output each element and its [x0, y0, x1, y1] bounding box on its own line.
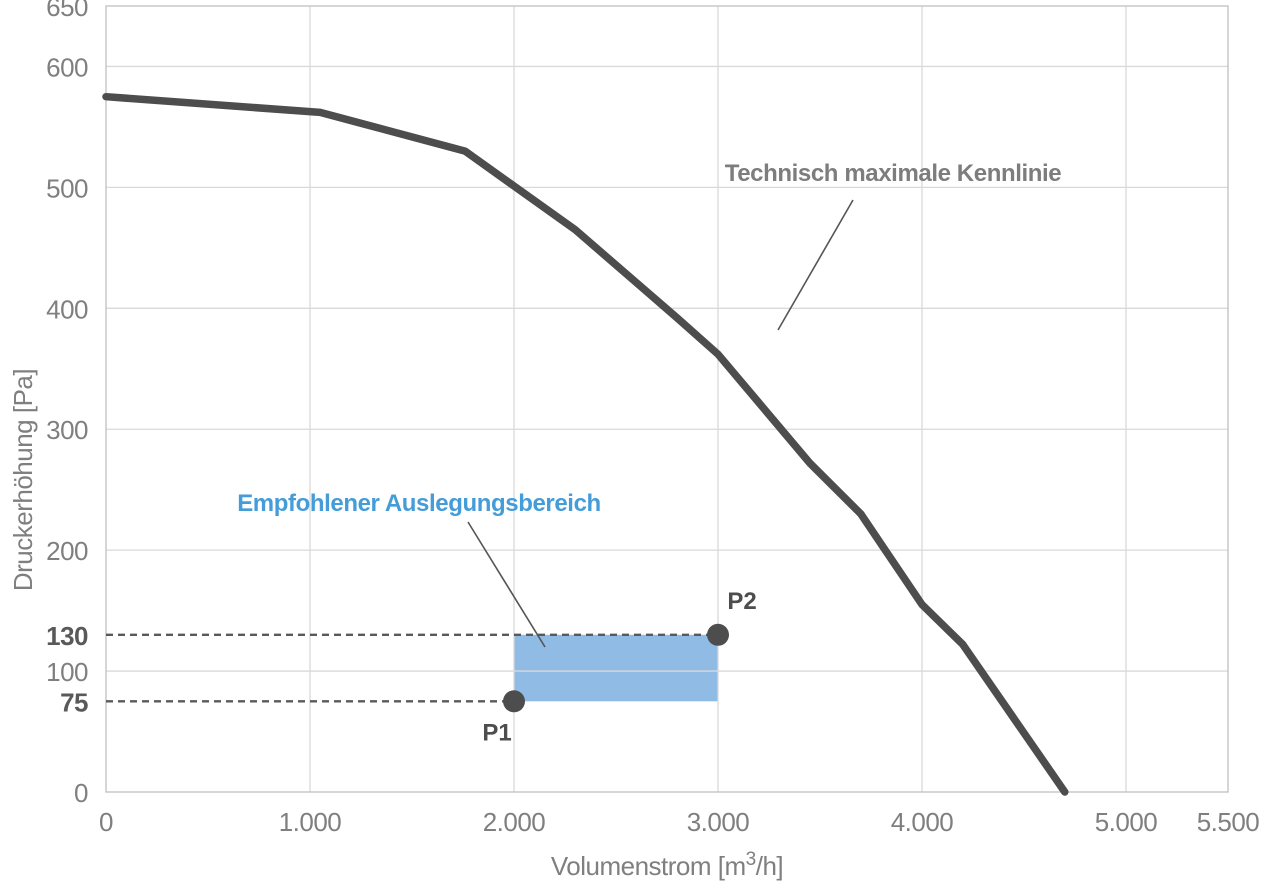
- point-p1-label: P1: [482, 719, 511, 746]
- x-tick-label-4000: 4.000: [891, 807, 954, 837]
- curve-label-leader-line: [777, 199, 854, 331]
- y-tick-label-200: 200: [46, 536, 88, 566]
- y-tick-label-650: 650: [46, 0, 88, 22]
- label-layer: Technisch maximale Kennlinie Empfohlener…: [8, 160, 1062, 881]
- curve-annotation-label: Technisch maximale Kennlinie: [725, 160, 1062, 187]
- x-axis-title-superscript: 3: [746, 849, 756, 870]
- x-tick-label-5500: 5.500: [1197, 807, 1260, 837]
- max-characteristic-curve: [102, 92, 1069, 796]
- y-axis-title: Druckerhöhung [Pa]: [8, 369, 38, 591]
- design-region: [514, 634, 718, 702]
- x-tick-label-0: 0: [99, 807, 113, 837]
- region-label-leader-line: [467, 521, 546, 648]
- y-tick-label-0: 0: [74, 778, 88, 808]
- region-annotation-label: Empfohlener Auslegungsbereich: [237, 490, 601, 517]
- x-axis-title: Volumenstrom [m3/h]: [551, 849, 783, 881]
- y-tick-label-300: 300: [46, 415, 88, 445]
- x-tick-label-5000: 5.000: [1095, 807, 1158, 837]
- y-special-tick-label-130: 130: [46, 621, 88, 651]
- x-tick-label-3000: 3.000: [687, 807, 750, 837]
- point-p1-marker: [503, 690, 525, 713]
- point-p2-label: P2: [727, 588, 756, 615]
- x-tick-label-2000: 2.000: [483, 807, 546, 837]
- plot-border: [105, 5, 1229, 793]
- x-tick-label-1000: 1.000: [279, 807, 342, 837]
- x-axis-title-unit: /h]: [756, 851, 783, 881]
- y-tick-label-500: 500: [46, 173, 88, 203]
- y-tick-label-600: 600: [46, 52, 88, 82]
- x-axis-title-text: Volumenstrom [m: [551, 851, 746, 881]
- y-special-tick-label-75: 75: [60, 687, 88, 717]
- point-p2-marker: [707, 623, 729, 646]
- y-tick-label-100: 100: [46, 657, 88, 687]
- y-tick-label-400: 400: [46, 294, 88, 324]
